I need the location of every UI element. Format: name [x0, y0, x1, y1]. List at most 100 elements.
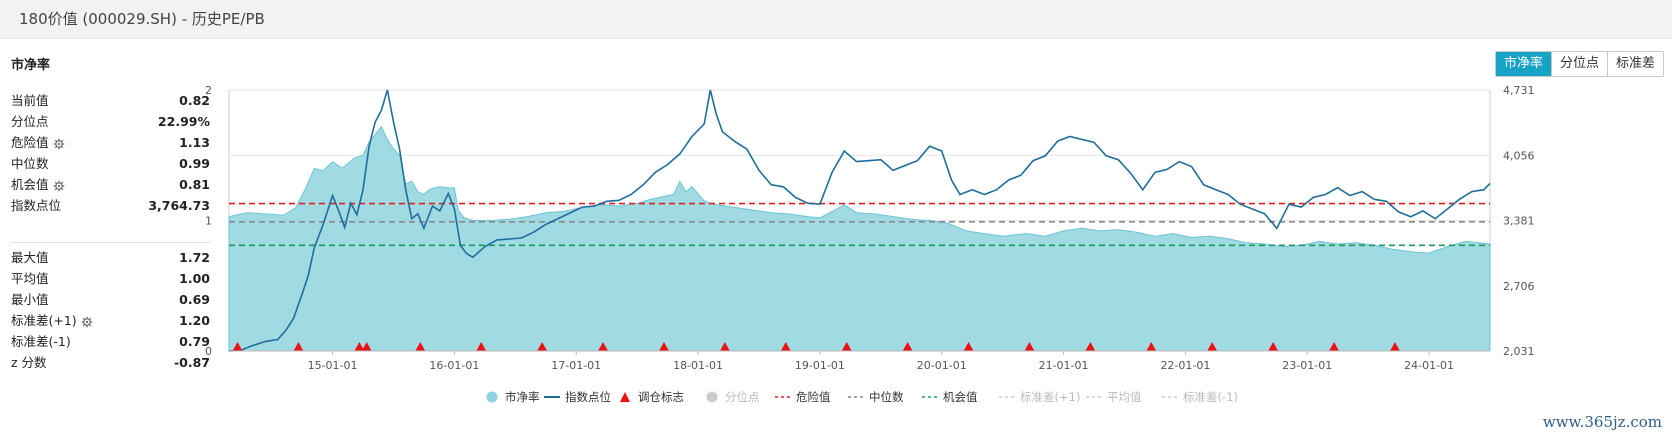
- stat-row: 机会值 0.81: [11, 174, 210, 195]
- rebalance-marker: [293, 342, 304, 351]
- x-axis-tick-label: 19-01-01: [795, 359, 845, 372]
- stats-panel-bottom: 最大值 1.72 平均值 1.00 最小值 0.69 标准差(+1) 1.20 标准差(-1) 0…: [11, 247, 210, 373]
- rebalance-marker: [415, 342, 426, 351]
- x-axis-tick-label: 18-01-01: [673, 359, 723, 372]
- legend-item-label[interactable]: 危险值: [796, 390, 831, 404]
- stat-value: 1.00: [179, 271, 210, 286]
- stat-value: 0.81: [179, 177, 210, 192]
- stats-divider: [11, 242, 210, 243]
- stat-label: 机会值: [11, 174, 65, 195]
- stat-label: 最小值: [11, 292, 49, 307]
- legend-item-label[interactable]: 指数点位: [565, 390, 611, 404]
- stat-value: 22.99%: [157, 114, 210, 129]
- stat-row: 最大值 1.72: [11, 247, 210, 268]
- x-axis-tick-label: 23-01-01: [1282, 359, 1332, 372]
- rebalance-marker: [1268, 342, 1279, 351]
- legend-marker: [620, 392, 630, 402]
- tab-stddev[interactable]: 标准差: [1606, 52, 1663, 76]
- stat-value: -0.87: [173, 355, 210, 370]
- legend-item-label[interactable]: 市净率: [505, 390, 540, 404]
- stat-row: z 分数 -0.87: [11, 352, 210, 373]
- legend-item-label[interactable]: 调仓标志: [638, 390, 684, 404]
- x-axis-tick-label: 15-01-01: [308, 359, 358, 372]
- legend-item-label[interactable]: 标准差(-1): [1183, 390, 1238, 404]
- stat-label: 当前值: [11, 93, 49, 108]
- stat-value: 1.13: [179, 135, 210, 150]
- legend-item-label[interactable]: 标准差(+1): [1020, 390, 1080, 404]
- rebalance-marker: [232, 342, 243, 351]
- watermark: www.365jz.com: [1542, 413, 1662, 431]
- stat-row: 当前值 0.82: [11, 90, 210, 111]
- rebalance-marker: [841, 342, 852, 351]
- stat-value: 3,764.73: [148, 198, 210, 213]
- gear-icon[interactable]: [81, 316, 93, 328]
- left-axis-tick-label: 2: [205, 84, 212, 97]
- rebalance-marker: [354, 342, 365, 351]
- rebalance-marker: [1024, 342, 1035, 351]
- index-line-series: [228, 89, 1491, 352]
- rebalance-marker: [780, 342, 791, 351]
- rebalance-marker: [719, 342, 730, 351]
- view-toggle-group: 市净率 分位点 标准差: [1494, 51, 1664, 77]
- stat-value: 0.82: [179, 93, 210, 108]
- rebalance-marker: [1389, 342, 1400, 351]
- stat-row: 标准差(+1) 1.20: [11, 310, 210, 331]
- rebalance-marker: [537, 342, 548, 351]
- stat-value: 0.69: [179, 292, 210, 307]
- legend-item-label[interactable]: 平均值: [1107, 390, 1142, 404]
- rebalance-marker: [1329, 342, 1340, 351]
- title-bar: 180价值 (000029.SH) - 历史PE/PB: [0, 0, 1672, 39]
- x-axis-tick-label: 22-01-01: [1160, 359, 1210, 372]
- rebalance-marker: [658, 342, 669, 351]
- stat-value: 1.72: [179, 250, 210, 265]
- stat-label: 最大值: [11, 250, 49, 265]
- stat-row: 平均值 1.00: [11, 268, 210, 289]
- gear-icon[interactable]: [53, 180, 65, 192]
- left-axis-tick-label: 0: [205, 345, 212, 358]
- x-axis-tick-label: 20-01-01: [917, 359, 967, 372]
- right-axis-tick-label: 4,731: [1503, 84, 1535, 97]
- stat-label: 标准差(+1): [11, 310, 93, 331]
- stat-row: 指数点位 3,764.73: [11, 195, 210, 216]
- stat-label: 分位点: [11, 114, 49, 129]
- stat-label: z 分数: [11, 355, 47, 370]
- tab-pb[interactable]: 市净率: [1495, 52, 1551, 76]
- stat-value: 1.20: [179, 313, 210, 328]
- legend-item-label[interactable]: 分位点: [725, 390, 760, 404]
- page-title: 180价值 (000029.SH) - 历史PE/PB: [19, 10, 265, 28]
- tab-percentile[interactable]: 分位点: [1550, 52, 1607, 76]
- stats-panel-top: 当前值 0.82 分位点 22.99% 危险值 1.13 中位数 0.99 机会值 0.81 指数点…: [11, 90, 210, 216]
- stat-row: 分位点 22.99%: [11, 111, 210, 132]
- rebalance-marker: [1146, 342, 1157, 351]
- x-axis-tick-label: 16-01-01: [429, 359, 479, 372]
- stat-row: 中位数 0.99: [11, 153, 210, 174]
- legend-item-label[interactable]: 机会值: [943, 390, 978, 404]
- stat-value: 0.79: [179, 334, 210, 349]
- rebalance-marker: [598, 342, 609, 351]
- right-axis-tick-label: 2,706: [1503, 280, 1535, 293]
- pb-area-series: [228, 125, 1491, 352]
- stat-label: 中位数: [11, 156, 49, 171]
- rebalance-marker: [1207, 342, 1218, 351]
- rebalance-marker: [1085, 342, 1096, 351]
- rebalance-marker: [361, 342, 372, 351]
- stat-label: 标准差(-1): [11, 334, 71, 349]
- stat-value: 0.99: [179, 156, 210, 171]
- legend-marker: [706, 391, 718, 403]
- rebalance-marker: [902, 342, 913, 351]
- stat-row: 最小值 0.69: [11, 289, 210, 310]
- legend-item-label[interactable]: 中位数: [869, 390, 904, 404]
- x-axis-tick-label: 24-01-01: [1404, 359, 1454, 372]
- gear-icon[interactable]: [53, 138, 65, 150]
- stat-row: 标准差(-1) 0.79: [11, 331, 210, 352]
- rebalance-marker: [476, 342, 487, 351]
- right-axis-tick-label: 4,056: [1503, 149, 1535, 162]
- stat-label: 平均值: [11, 271, 49, 286]
- x-axis-tick-label: 17-01-01: [551, 359, 601, 372]
- x-axis-tick-label: 21-01-01: [1039, 359, 1089, 372]
- stat-row: 危险值 1.13: [11, 132, 210, 153]
- right-axis-tick-label: 3,381: [1503, 215, 1535, 228]
- left-axis-tick-label: 1: [205, 215, 212, 228]
- rebalance-marker: [963, 342, 974, 351]
